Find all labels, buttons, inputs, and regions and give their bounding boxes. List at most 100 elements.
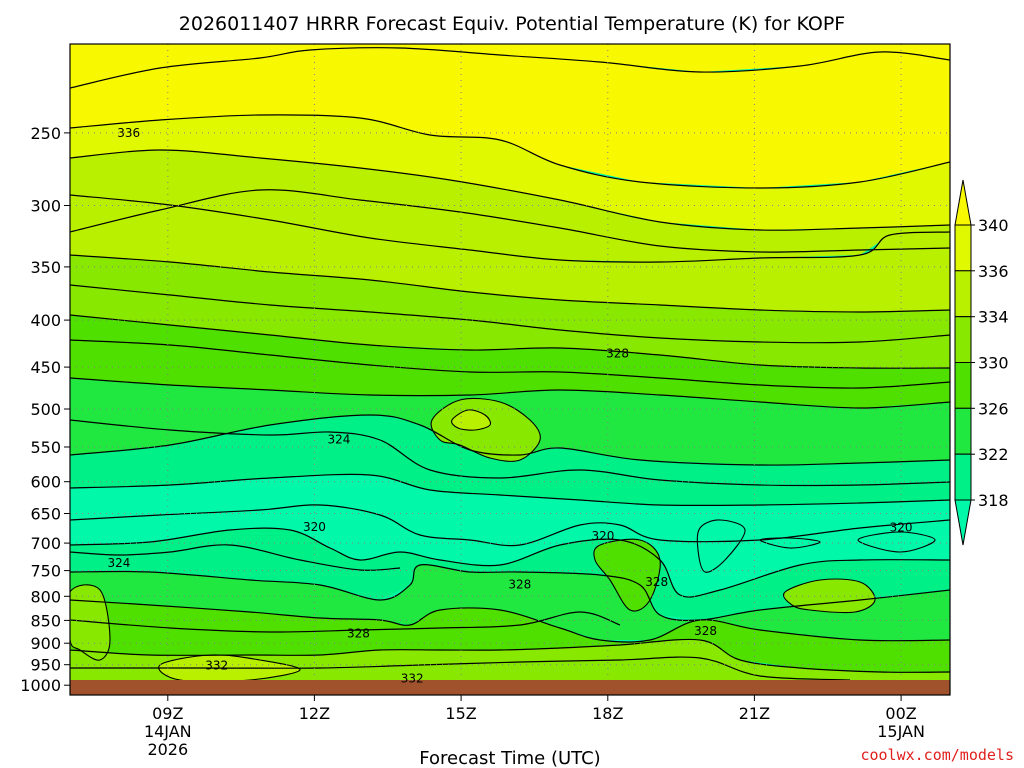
theta-e-band	[70, 528, 950, 620]
contour-line	[70, 314, 950, 369]
pressure-tick-label: 950	[30, 656, 61, 675]
theta-e-band	[70, 47, 950, 188]
chart-title: 2026011407 HRRR Forecast Equiv. Potentia…	[179, 13, 845, 35]
contour-lines	[70, 47, 950, 681]
plot-frame	[69, 43, 951, 696]
time-tick-date: 15JAN	[877, 722, 925, 741]
theta-e-band	[70, 195, 950, 312]
pressure-tick-label: 450	[30, 358, 61, 377]
pressure-tick-label: 650	[30, 505, 61, 524]
theta-e-band	[70, 285, 950, 368]
contour-line	[70, 638, 950, 673]
pressure-tick-label: 1000	[20, 676, 61, 695]
contour-label: 328	[508, 578, 531, 592]
contour-label: 320	[890, 520, 913, 534]
theta-e-cells	[70, 397, 936, 683]
pressure-tick-label: 500	[30, 400, 61, 419]
theta-e-band	[70, 114, 950, 230]
contour-label: 328	[694, 624, 717, 638]
contour-label: 332	[401, 671, 424, 685]
contour-line	[70, 419, 950, 487]
contour-line	[70, 254, 950, 313]
contour-line	[70, 611, 621, 633]
colorbar-segment	[954, 316, 972, 364]
pressure-tick-label: 850	[30, 611, 61, 630]
theta-e-bands	[70, 44, 950, 695]
contour-line	[70, 149, 950, 231]
colorbar: 340 336 334 330 326 322 318	[954, 179, 1009, 546]
contour-label: 320	[303, 520, 326, 534]
theta-e-band	[70, 474, 950, 595]
pressure-tick-label: 550	[30, 438, 61, 457]
pressure-tick-label: 750	[30, 562, 61, 581]
colorbar-segment	[954, 270, 972, 318]
credit-text: coolwx.com/models	[860, 746, 1014, 764]
grid-lines	[70, 44, 950, 695]
contour-labels: 336 328 324 320 320 320 324 328 328 328 328 332 332	[107, 126, 913, 685]
contour-line	[70, 377, 950, 409]
time-tick-label: 18Z	[592, 704, 623, 723]
contour-label: 324	[327, 433, 350, 447]
colorbar-segment	[954, 453, 972, 501]
time-tick-label: 21Z	[739, 704, 770, 723]
theta-e-band	[70, 600, 950, 672]
pressure-tick-label: 300	[30, 197, 61, 216]
pressure-tick-label: 800	[30, 587, 61, 606]
colorbar-label: 340	[978, 216, 1009, 235]
contour-line	[70, 194, 950, 263]
contour-line	[70, 114, 950, 189]
theta-e-band	[70, 150, 950, 262]
colorbar-segment	[954, 224, 972, 272]
colorbar-label: 318	[978, 491, 1009, 510]
x-axis-title: Forecast Time (UTC)	[419, 748, 600, 768]
contour-label: 336	[117, 126, 140, 140]
contour-line	[70, 339, 950, 389]
contour-label: 328	[347, 626, 370, 640]
contour-line	[70, 414, 950, 466]
colorbar-label: 336	[978, 262, 1009, 281]
contour-line	[70, 599, 950, 643]
time-tick-year: 2026	[147, 740, 188, 759]
theta-e-cell	[593, 538, 661, 612]
theta-e-band	[70, 564, 950, 640]
colorbar-label: 330	[978, 354, 1009, 373]
pressure-tick-label: 350	[30, 258, 61, 277]
time-tick-label: 15Z	[445, 704, 476, 723]
pressure-tick-label: 900	[30, 634, 61, 653]
time-tick-label: 09Z	[152, 704, 183, 723]
contour-label: 332	[205, 659, 228, 673]
contour-label: 320	[591, 529, 614, 543]
theta-e-cell	[451, 409, 492, 431]
theta-e-cell	[782, 578, 876, 614]
contour-label: 328	[606, 347, 629, 361]
contour-line	[70, 47, 950, 89]
colorbar-label: 326	[978, 399, 1009, 418]
theta-e-cell	[696, 519, 746, 573]
pressure-tick-label: 250	[30, 124, 61, 143]
contour-line	[70, 473, 950, 507]
contour-line	[70, 564, 950, 621]
surface-band	[70, 680, 950, 695]
colorbar-label: 322	[978, 445, 1009, 464]
pressure-tick-label: 700	[30, 534, 61, 553]
pressure-tick-label: 400	[30, 311, 61, 330]
time-tick-label: 12Z	[299, 704, 330, 723]
colorbar-arrow-top	[954, 179, 972, 226]
colorbar-arrow-bottom	[954, 499, 972, 546]
colorbar-segment	[954, 407, 972, 455]
contour-line	[70, 544, 401, 571]
contour-line	[70, 656, 851, 681]
theta-e-cell	[70, 584, 111, 661]
theta-e-band	[70, 44, 950, 88]
contour-label: 324	[107, 556, 130, 570]
contour-label: 328	[645, 575, 668, 589]
pressure-tick-label: 600	[30, 473, 61, 492]
plot-area	[70, 44, 950, 695]
time-tick-date: 14JAN	[144, 722, 192, 741]
pressure-axis: 250 300 350 400 450 500 550 600 650 700 750 800 850 9…	[20, 124, 70, 695]
contour-line	[70, 284, 950, 344]
colorbar-label: 334	[978, 308, 1009, 327]
theta-e-cell	[857, 531, 936, 553]
